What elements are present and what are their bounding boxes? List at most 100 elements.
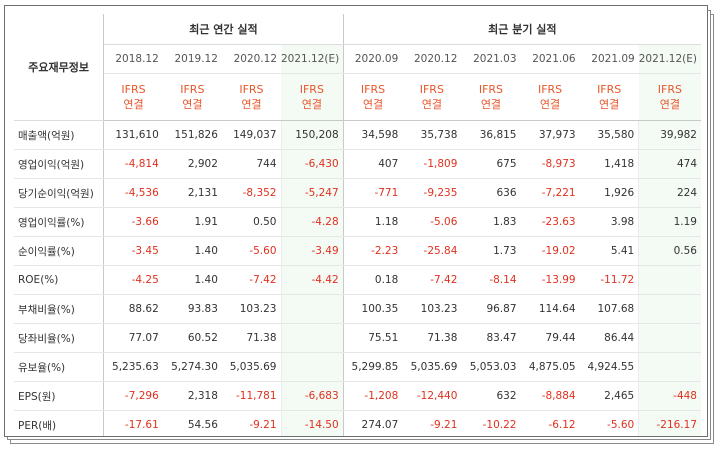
- metric-row: PER(배) -17.61 54.56 -9.21 -14.50 274.07 -9.21-…: [14, 410, 701, 436]
- metric-value: -5.60: [579, 410, 639, 436]
- consolidated-label: 연결: [421, 98, 442, 111]
- metric-value: 4,924.55: [579, 352, 639, 382]
- metric-value: 151,826: [162, 120, 222, 150]
- metric-value: 37,973: [520, 120, 580, 150]
- metric-value: 5,235.63: [103, 352, 163, 382]
- metric-value: 5,035.69: [221, 352, 281, 382]
- metric-value: -7.42: [221, 265, 281, 295]
- metric-label: EPS(원): [14, 381, 105, 411]
- metric-row: 매출액(억원) 131,610 151,826 149,037 150,208 34,59…: [14, 120, 701, 150]
- ifrs-label: IFRS: [299, 83, 324, 96]
- metric-value: -5.60: [221, 236, 281, 266]
- metric-value: 71.38: [402, 323, 462, 353]
- metric-value: 407: [342, 149, 403, 179]
- metric-value: 5,035.69: [402, 352, 462, 382]
- metric-value: -25.84: [402, 236, 462, 266]
- metric-value: -7,221: [520, 178, 580, 208]
- metric-value: 0.18: [342, 265, 403, 295]
- metric-value: 60.52: [162, 323, 222, 353]
- metric-row: 당기순이익(억원) -4,536 2,131 -8,352 -5,247 -771 -9,2…: [14, 178, 701, 208]
- period-header: 2021.06: [520, 44, 580, 74]
- accounting-basis-cell: IFRS 연결: [342, 73, 403, 121]
- quarterly-results-header: 최근 분기 실적: [342, 14, 701, 45]
- metric-value: 114.64: [520, 294, 580, 324]
- metric-value: -2.23: [342, 236, 403, 266]
- period-header: 2019.12: [162, 44, 222, 74]
- metric-value: -4,814: [103, 149, 163, 179]
- accounting-basis-cell: IFRS 연결: [461, 73, 521, 121]
- metric-value: -13.99: [520, 265, 580, 295]
- label-column-header: 주요재무정보: [14, 14, 105, 121]
- metric-value: 107.68: [579, 294, 639, 324]
- metric-value: 35,738: [402, 120, 462, 150]
- metric-row: 당좌비율(%) 77.07 60.52 71.38 75.51 71.38 83.47 79.…: [14, 323, 701, 353]
- metric-label: 순이익률(%): [14, 236, 105, 266]
- consolidated-label: 연결: [362, 98, 384, 111]
- metric-value: 86.44: [579, 323, 639, 353]
- metric-value: -12,440: [402, 381, 462, 411]
- metric-value: 1,418: [579, 149, 639, 179]
- metric-row: ROE(%) -4.25 1.40 -7.42 -4.42 0.18 -7.42 -8.14-…: [14, 265, 701, 295]
- accounting-basis-cell: IFRS 연결: [579, 73, 639, 121]
- metric-label: 당좌비율(%): [14, 323, 105, 353]
- metric-value: [638, 265, 701, 295]
- accounting-basis-cell: IFRS 연결: [402, 73, 462, 121]
- consolidated-label: 연결: [659, 98, 680, 111]
- metric-value: 93.83: [162, 294, 222, 324]
- metric-value: -6,430: [280, 149, 344, 179]
- metric-value: -4,536: [103, 178, 163, 208]
- metric-label: 부채비율(%): [14, 294, 105, 324]
- period-group-header-row: 주요재무정보 최근 연간 실적 최근 분기 실적: [14, 14, 701, 121]
- metric-value: -9.21: [402, 410, 462, 436]
- metric-value: -216.17: [638, 410, 701, 436]
- accounting-basis-cell: IFRS 연결: [638, 73, 701, 121]
- metric-value: -448: [638, 381, 701, 411]
- metric-value: 632: [461, 381, 521, 411]
- metric-value: 1.40: [162, 265, 222, 295]
- metric-row: 영업이익(억원) -4,814 2,902 744 -6,430 407 -1,809 675…: [14, 149, 701, 179]
- metric-label: 유보율(%): [14, 352, 105, 382]
- period-header: 2020.12: [402, 44, 462, 74]
- metric-value: 79.44: [520, 323, 580, 353]
- consolidated-label: 연결: [599, 98, 620, 111]
- annual-results-header: 최근 연간 실적: [103, 14, 344, 45]
- metric-value: 0.50: [221, 207, 281, 237]
- metric-value: -17.61: [103, 410, 163, 436]
- metric-value: -8.14: [461, 265, 521, 295]
- metric-value: 1.40: [162, 236, 222, 266]
- ifrs-label: IFRS: [597, 83, 622, 96]
- metric-value: 103.23: [402, 294, 462, 324]
- metric-value: -6,683: [280, 381, 344, 411]
- metric-label: 영업이익률(%): [14, 207, 105, 237]
- metric-value: -8,352: [221, 178, 281, 208]
- period-header: 2020.12: [221, 44, 281, 74]
- metric-value: 36,815: [461, 120, 521, 150]
- metric-value: 83.47: [461, 323, 521, 353]
- metric-value: 2,318: [162, 381, 222, 411]
- metric-value: 744: [221, 149, 281, 179]
- metric-row: EPS(원) -7,296 2,318 -11,781 -6,683 -1,208 -12,…: [14, 381, 701, 411]
- metric-value: 5,053.03: [461, 352, 521, 382]
- metric-value: -6.12: [520, 410, 580, 436]
- metric-value: 2,902: [162, 149, 222, 179]
- metric-value: -4.42: [280, 265, 344, 295]
- metric-value: 71.38: [221, 323, 281, 353]
- metric-value: -8,884: [520, 381, 580, 411]
- metric-value: -10.22: [461, 410, 521, 436]
- ifrs-label: IFRS: [121, 83, 146, 96]
- metric-label: 매출액(억원): [14, 120, 105, 150]
- metric-value: -5.06: [402, 207, 462, 237]
- metric-value: -1,809: [402, 149, 462, 179]
- consolidated-label: 연결: [301, 98, 322, 111]
- metric-value: 35,580: [579, 120, 639, 150]
- ifrs-label: IFRS: [657, 83, 682, 96]
- metric-value: 675: [461, 149, 521, 179]
- accounting-basis-cell: IFRS 연결: [281, 73, 344, 121]
- metric-value: 5.41: [579, 236, 639, 266]
- metric-value: -7.42: [402, 265, 462, 295]
- metric-value: -19.02: [520, 236, 580, 266]
- metric-label: PER(배): [14, 410, 105, 436]
- metric-row: 영업이익률(%) -3.66 1.91 0.50 -4.28 1.18 -5.06 1.83-…: [14, 207, 701, 237]
- metric-value: 636: [461, 178, 521, 208]
- accounting-basis-cell: IFRS 연결: [103, 73, 163, 121]
